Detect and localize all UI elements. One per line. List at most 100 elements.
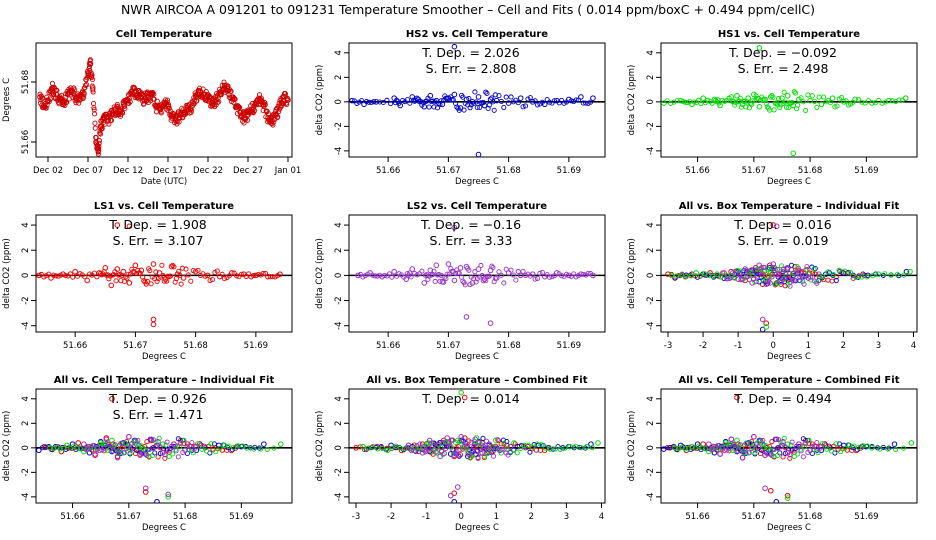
data-point xyxy=(800,454,806,460)
data-point xyxy=(432,278,438,285)
data-point xyxy=(261,441,267,447)
y-tick-label: 4 xyxy=(646,50,656,55)
panel-title: All vs. Box Temperature – Individual Fit xyxy=(679,201,900,212)
data-point xyxy=(228,88,234,94)
data-point xyxy=(698,101,704,107)
y-tick-label: 4 xyxy=(334,222,344,227)
data-point xyxy=(114,101,120,108)
data-point xyxy=(495,446,501,452)
data-point xyxy=(72,87,78,93)
data-point xyxy=(490,264,496,270)
data-point xyxy=(842,445,848,451)
data-point xyxy=(770,94,776,100)
data-point xyxy=(538,442,544,448)
data-point xyxy=(821,94,827,100)
data-point xyxy=(451,277,458,284)
data-point xyxy=(479,273,485,279)
data-point xyxy=(783,104,790,110)
data-point xyxy=(501,446,507,453)
data-point xyxy=(256,445,262,451)
data-point xyxy=(490,99,496,105)
data-point xyxy=(837,449,844,455)
data-point xyxy=(97,130,103,136)
data-point xyxy=(477,104,483,111)
data-point xyxy=(47,96,53,102)
data-point xyxy=(806,437,812,443)
x-tick-label: 0 xyxy=(771,341,776,351)
x-tick-label: 51.69 xyxy=(557,341,581,351)
data-point xyxy=(801,443,808,450)
data-point xyxy=(870,273,876,279)
data-point xyxy=(132,262,139,269)
data-point xyxy=(463,314,470,320)
data-point xyxy=(92,451,98,457)
data-point xyxy=(771,107,777,113)
fit-annotation: T. Dep. = 2.026 xyxy=(421,45,520,60)
x-tick-label: Dec 02 xyxy=(33,166,63,176)
data-point xyxy=(839,95,845,101)
data-point xyxy=(759,271,765,277)
y-tick-label: 2 xyxy=(334,75,344,80)
data-point xyxy=(761,97,767,103)
data-point xyxy=(466,95,472,102)
data-point xyxy=(510,272,516,278)
data-point xyxy=(119,440,125,446)
data-point xyxy=(803,107,809,113)
data-point xyxy=(896,273,902,279)
y-tick-label: -4 xyxy=(21,493,31,501)
data-point xyxy=(816,271,822,277)
data-point xyxy=(142,489,149,495)
y-tick-label: -4 xyxy=(334,493,344,501)
data-point xyxy=(769,274,775,280)
data-point xyxy=(804,264,810,270)
data-point xyxy=(64,99,70,105)
data-point xyxy=(742,448,748,454)
data-point xyxy=(560,445,566,451)
plot-points xyxy=(661,45,917,157)
data-point xyxy=(168,263,175,270)
data-point xyxy=(127,99,133,105)
data-point xyxy=(275,114,281,120)
data-point xyxy=(552,446,558,452)
y-tick-label: 4 xyxy=(21,222,31,227)
x-tick-label: 51.69 xyxy=(854,512,878,522)
data-point xyxy=(408,448,414,454)
x-tick-label: 51.66 xyxy=(63,341,87,351)
data-point xyxy=(226,273,232,279)
data-point xyxy=(501,104,507,111)
data-point xyxy=(460,278,466,284)
data-point xyxy=(430,271,436,278)
fit-annotation: T. Dep. = −0.092 xyxy=(728,45,837,60)
data-point xyxy=(580,271,586,277)
data-point xyxy=(762,264,768,271)
data-point xyxy=(440,440,446,446)
data-point xyxy=(753,278,759,284)
data-point xyxy=(404,97,410,103)
data-point xyxy=(492,275,498,281)
data-point xyxy=(124,445,130,452)
data-point xyxy=(455,452,461,458)
x-tick-label: Dec 12 xyxy=(113,166,143,176)
series-LS2 xyxy=(706,434,825,492)
data-point xyxy=(90,89,96,95)
series-LS2 xyxy=(721,223,822,323)
data-point xyxy=(498,441,504,447)
y-tick-label: -2 xyxy=(334,122,344,130)
x-tick-label: 51.67 xyxy=(436,341,460,351)
x-tick-label: 2 xyxy=(841,341,846,351)
data-point xyxy=(425,276,431,282)
data-point xyxy=(91,270,97,276)
data-point xyxy=(762,485,768,492)
y-tick-label: 0 xyxy=(334,445,344,450)
data-point xyxy=(568,98,574,104)
data-point xyxy=(742,98,748,104)
panel-grid: Cell Temperature Dec 02 Dec 07 Dec 12 Dec 17… xyxy=(2,29,918,533)
data-point xyxy=(419,102,425,108)
data-point xyxy=(127,450,133,456)
data-point xyxy=(82,274,88,280)
data-point xyxy=(92,111,98,117)
data-point xyxy=(267,274,273,280)
data-point xyxy=(126,223,133,230)
data-point xyxy=(252,108,258,114)
data-point xyxy=(794,444,800,450)
